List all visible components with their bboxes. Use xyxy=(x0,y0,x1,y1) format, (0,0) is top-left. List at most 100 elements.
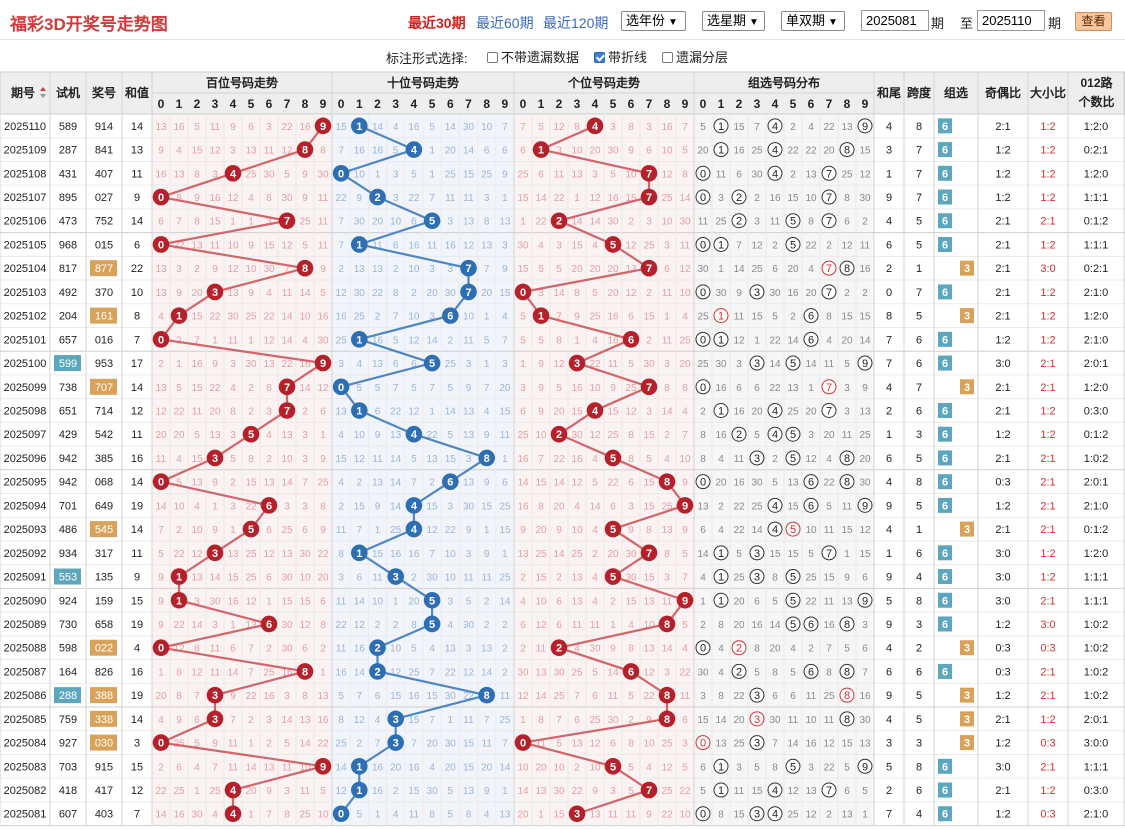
start-period-input[interactable]: 2025081 xyxy=(861,10,929,31)
ball-digit-ones: 6 xyxy=(628,666,634,678)
omission-number: 30 xyxy=(643,359,655,370)
parity-select[interactable]: 单双期 ▼ xyxy=(781,11,845,31)
period-link-120[interactable]: 最近120期 xyxy=(543,15,609,31)
omission-number: 25 xyxy=(209,786,221,797)
header-digit-tens: 9 xyxy=(502,97,509,111)
omission-number: 4 xyxy=(194,762,200,773)
ball-digit-tens: 3 xyxy=(393,738,399,750)
period-suffix-label-2: 期 xyxy=(1048,16,1062,31)
cell-012: 1:0:2 xyxy=(1084,666,1108,678)
omission-number: 5 xyxy=(357,810,363,821)
omission-number: 9 xyxy=(212,359,218,370)
omission-number: 3 xyxy=(448,596,454,607)
end-period-input[interactable]: 2025110 xyxy=(977,10,1045,31)
omission-number: 15 xyxy=(733,810,745,821)
group-dist-digit: 8 xyxy=(844,619,850,631)
period-link-30[interactable]: 最近30期 xyxy=(408,15,466,31)
omission-number: 30 xyxy=(445,739,457,750)
omission-number: 15 xyxy=(408,715,420,726)
group-dist-circle xyxy=(713,403,729,418)
checkbox-no-missing[interactable] xyxy=(487,52,498,63)
omission-number: 20 xyxy=(787,264,799,275)
omission-number: 8 xyxy=(682,383,688,394)
omission-number: 9 xyxy=(158,620,164,631)
omission-number: 2 xyxy=(790,122,796,133)
checkbox-polyline[interactable] xyxy=(594,52,605,63)
omission-number: 7 xyxy=(682,430,688,441)
omission-number: 5 xyxy=(375,383,381,394)
omission-number: 1 xyxy=(248,335,254,346)
checkbox-missing-layer[interactable] xyxy=(662,52,673,63)
ball-digit-hundreds: 4 xyxy=(230,809,237,821)
omission-number: 2 xyxy=(266,739,272,750)
omission-number: 10 xyxy=(281,454,293,465)
omission-number: 1 xyxy=(320,667,326,678)
group-dist-circle xyxy=(695,236,711,252)
group-dist-digit: 2 xyxy=(736,216,742,228)
omission-number: 7 xyxy=(484,715,490,726)
omission-number: 13 xyxy=(317,691,329,702)
omission-number: 2 xyxy=(484,596,490,607)
cell-span: 6 xyxy=(916,334,922,346)
group-dist-circle xyxy=(731,189,747,205)
omission-number: 2 xyxy=(646,335,652,346)
omission-number: 11 xyxy=(264,146,275,157)
omission-number: 4 xyxy=(592,596,598,607)
option-no-missing[interactable]: 不带遗漏数据 xyxy=(487,47,579,66)
ball-ones xyxy=(568,805,586,823)
group-6-badge xyxy=(938,474,952,490)
year-select[interactable]: 选年份 ▼ xyxy=(621,11,686,31)
group-6-label: 6 xyxy=(942,239,948,251)
cell-odd-even: 1:2 xyxy=(995,429,1010,441)
group-dist-digit: 3 xyxy=(754,809,760,821)
omission-number: 6 xyxy=(790,691,796,702)
omission-number: 12 xyxy=(408,335,420,346)
omission-number: 5 xyxy=(646,454,652,465)
cell-test: 287 xyxy=(59,145,77,157)
omission-number: 15 xyxy=(463,169,475,180)
omission-number: 12 xyxy=(589,430,601,441)
omission-number: 8 xyxy=(718,691,724,702)
group-dist-digit: 2 xyxy=(736,643,742,655)
cell-tail: 9 xyxy=(886,572,892,584)
cell-odd-even: 2:1 xyxy=(995,263,1010,275)
omission-number: 4 xyxy=(592,573,598,584)
omission-number: 3 xyxy=(284,786,290,797)
view-button[interactable]: 查看 xyxy=(1075,12,1112,31)
cell-period: 2025086 xyxy=(4,690,47,702)
cell-tail: 5 xyxy=(886,595,892,607)
omission-number: 25 xyxy=(245,573,257,584)
group-dist-circle xyxy=(785,521,801,537)
omission-number: 14 xyxy=(155,501,167,512)
omission-number: 20 xyxy=(155,430,167,441)
cell-sum: 3 xyxy=(134,738,140,750)
option-missing-layer[interactable]: 遗漏分层 xyxy=(662,47,728,66)
omission-number: 10 xyxy=(408,312,420,323)
omission-number: 16 xyxy=(191,359,203,370)
cell-012: 0:1:2 xyxy=(1084,216,1108,228)
omission-number: 10 xyxy=(679,454,691,465)
omission-number: 5 xyxy=(700,122,706,133)
cell-sum: 13 xyxy=(131,145,143,157)
group-dist-digit: 7 xyxy=(826,216,832,228)
omission-number: 20 xyxy=(173,430,185,441)
ball-hundreds xyxy=(170,591,188,609)
omission-number: 1 xyxy=(484,312,490,323)
period-link-60[interactable]: 最近60期 xyxy=(476,15,534,31)
omission-number: 11 xyxy=(210,122,221,133)
omission-number: 25 xyxy=(354,312,366,323)
cell-tail: 1 xyxy=(886,429,892,441)
omission-number: 20 xyxy=(553,501,565,512)
option-polyline[interactable]: 带折线 xyxy=(594,47,647,66)
omission-number: 9 xyxy=(538,359,544,370)
omission-number: 25 xyxy=(787,407,799,418)
omission-number: 11 xyxy=(318,217,329,228)
cell-big-small: 3:0 xyxy=(1040,263,1055,275)
omission-number: 13 xyxy=(155,288,167,299)
weekday-select[interactable]: 选星期 ▼ xyxy=(702,11,765,31)
ball-hundreds xyxy=(314,758,332,775)
omission-number: 4 xyxy=(538,240,544,251)
omission-number: 30 xyxy=(751,478,763,489)
ball-ones xyxy=(640,378,658,396)
omission-number: 11 xyxy=(482,573,493,584)
